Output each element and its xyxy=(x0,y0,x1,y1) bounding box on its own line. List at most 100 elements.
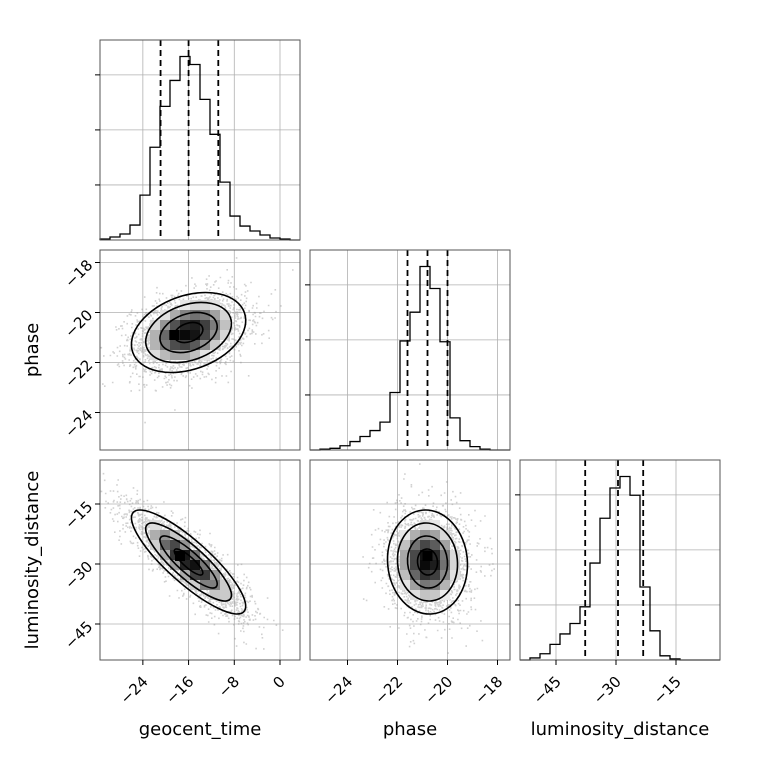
density-cell-phase-vs-luminosity-distance xyxy=(420,530,430,540)
density-cell-geocent-time-vs-phase xyxy=(200,310,210,320)
density-cell-phase-vs-luminosity-distance xyxy=(410,560,420,570)
density-cell-geocent-time-vs-luminosity-distance xyxy=(200,570,210,580)
density-cell-phase-vs-luminosity-distance xyxy=(450,570,460,580)
contour-phase-vs-luminosity-distance-2 xyxy=(396,522,459,602)
ytick-label-phase-1: −22 xyxy=(61,356,96,391)
density-cell-geocent-time-vs-phase xyxy=(180,340,190,350)
density-cell-phase-vs-luminosity-distance xyxy=(440,550,450,560)
density-cell-geocent-time-vs-luminosity-distance xyxy=(200,560,210,570)
density-cell-geocent-time-vs-phase xyxy=(180,330,190,340)
tick-layer: −24 −16 −8 0 −24 −22 −20 −18 −45 −30 −15−24−22−20−… xyxy=(61,74,685,708)
density-cell-geocent-time-vs-phase xyxy=(170,350,180,360)
contour-geocent-time-vs-luminosity-distance-1 xyxy=(159,535,218,589)
contour-layer xyxy=(130,291,469,615)
density-cell-phase-vs-luminosity-distance xyxy=(430,590,440,600)
density-cell-geocent-time-vs-phase xyxy=(150,350,160,360)
density-cell-geocent-time-vs-phase xyxy=(150,340,160,350)
density-cell-geocent-time-vs-phase xyxy=(210,340,220,350)
xlabel-luminosity-distance: luminosity_distance xyxy=(531,719,710,740)
density-cell-phase-vs-luminosity-distance xyxy=(410,540,420,550)
density-cell-geocent-time-vs-phase xyxy=(170,320,180,330)
contour-geocent-time-vs-phase-2 xyxy=(144,301,233,364)
density-cell-geocent-time-vs-phase xyxy=(220,330,230,340)
contour-phase-vs-luminosity-distance-1 xyxy=(406,535,449,589)
panel-frame-0-0 xyxy=(99,39,301,241)
density-cell-geocent-time-vs-luminosity-distance xyxy=(160,550,170,560)
density-cell-geocent-time-vs-luminosity-distance xyxy=(210,570,220,580)
density-cell-geocent-time-vs-phase xyxy=(160,350,170,360)
density-cell-geocent-time-vs-phase xyxy=(190,320,200,330)
density-cell-geocent-time-vs-phase xyxy=(210,320,220,330)
contour-phase-vs-luminosity-distance-0 xyxy=(416,548,439,576)
contour-geocent-time-vs-luminosity-distance-0 xyxy=(173,548,204,576)
density-cell-geocent-time-vs-luminosity-distance xyxy=(220,580,230,590)
density-cell-geocent-time-vs-luminosity-distance xyxy=(210,590,220,600)
density-cell-phase-vs-luminosity-distance xyxy=(420,540,430,550)
density-cell-geocent-time-vs-phase xyxy=(200,330,210,340)
density-cell-geocent-time-vs-luminosity-distance xyxy=(200,580,210,590)
density-cell-phase-vs-luminosity-distance xyxy=(450,560,460,570)
density-cell-phase-vs-luminosity-distance xyxy=(430,530,440,540)
xtick-label-luminosity-distance-2: −15 xyxy=(650,673,685,708)
ytick-label-luminosity-distance-0: −45 xyxy=(61,618,96,653)
density-cell-phase-vs-luminosity-distance xyxy=(440,580,450,590)
xtick-label-luminosity-distance-1: −30 xyxy=(590,673,625,708)
density-cell-phase-vs-luminosity-distance xyxy=(410,580,420,590)
density-cell-phase-vs-luminosity-distance xyxy=(440,560,450,570)
panel-frame-1-2 xyxy=(309,459,511,661)
xlabel-geocent-time: geocent_time xyxy=(139,719,262,740)
histogram-phase xyxy=(310,265,510,451)
ytick-label-phase-0: −24 xyxy=(61,406,96,441)
density-cell-geocent-time-vs-luminosity-distance xyxy=(160,540,170,550)
density-cell-geocent-time-vs-luminosity-distance xyxy=(160,530,170,540)
density-cell-geocent-time-vs-luminosity-distance xyxy=(210,580,220,590)
density-cell-geocent-time-vs-luminosity-distance xyxy=(170,560,180,570)
density-cell-phase-vs-luminosity-distance xyxy=(400,550,410,560)
xtick-label-phase-2: −20 xyxy=(421,673,456,708)
density-cell-geocent-time-vs-phase xyxy=(150,320,160,330)
density-cell-phase-vs-luminosity-distance xyxy=(450,550,460,560)
density-cell-phase-vs-luminosity-distance xyxy=(410,570,420,580)
peak-geocent-time-vs-luminosity-distance xyxy=(175,551,185,561)
density-cell-geocent-time-vs-luminosity-distance xyxy=(190,550,200,560)
xtick-label-phase-3: −18 xyxy=(471,673,506,708)
contour-phase-vs-luminosity-distance-3 xyxy=(386,509,469,615)
density-cell-geocent-time-vs-phase xyxy=(180,350,190,360)
panel-frame-0-2 xyxy=(99,459,301,661)
density-cell-geocent-time-vs-phase xyxy=(220,310,230,320)
xtick-label-geocent-time-3: 0 xyxy=(269,673,288,692)
ylabel-phase: phase xyxy=(22,323,43,377)
density-cell-geocent-time-vs-phase xyxy=(200,320,210,330)
density-cell-geocent-time-vs-luminosity-distance xyxy=(190,570,200,580)
density-cell-phase-vs-luminosity-distance xyxy=(420,560,430,570)
density-cell-geocent-time-vs-phase xyxy=(170,310,180,320)
density-cell-geocent-time-vs-luminosity-distance xyxy=(170,540,180,550)
density-cell-phase-vs-luminosity-distance xyxy=(400,540,410,550)
density-cell-geocent-time-vs-phase xyxy=(160,330,170,340)
xtick-label-luminosity-distance-0: −45 xyxy=(530,673,565,708)
density-cell-geocent-time-vs-luminosity-distance xyxy=(150,540,160,550)
density-cell-geocent-time-vs-phase xyxy=(170,340,180,350)
density-cell-phase-vs-luminosity-distance xyxy=(410,530,420,540)
density-cell-geocent-time-vs-phase xyxy=(190,330,200,340)
density-cell-phase-vs-luminosity-distance xyxy=(430,570,440,580)
density-cell-geocent-time-vs-phase xyxy=(210,310,220,320)
density-cell-phase-vs-luminosity-distance xyxy=(420,580,430,590)
contour-geocent-time-vs-luminosity-distance-2 xyxy=(144,522,233,602)
density-cell-phase-vs-luminosity-distance xyxy=(410,550,420,560)
density-cell-phase-vs-luminosity-distance xyxy=(420,520,430,530)
density-cell-geocent-time-vs-phase xyxy=(180,320,190,330)
density-cell-geocent-time-vs-phase xyxy=(150,330,160,340)
density-cell-geocent-time-vs-luminosity-distance xyxy=(190,560,200,570)
histogram-geocent-time xyxy=(99,55,300,241)
label-layer: geocent_time phase luminosity_distance p… xyxy=(22,323,709,740)
density-cell-geocent-time-vs-phase xyxy=(190,350,200,360)
contour-geocent-time-vs-phase-1 xyxy=(159,311,218,354)
density-cell-geocent-time-vs-luminosity-distance xyxy=(150,530,160,540)
density-cell-phase-vs-luminosity-distance xyxy=(410,590,420,600)
histogram-layer xyxy=(99,55,720,661)
ylabel-luminosity-distance: luminosity_distance xyxy=(22,471,43,650)
contour-geocent-time-vs-luminosity-distance-3 xyxy=(130,509,247,615)
quantile-layer xyxy=(159,40,645,660)
